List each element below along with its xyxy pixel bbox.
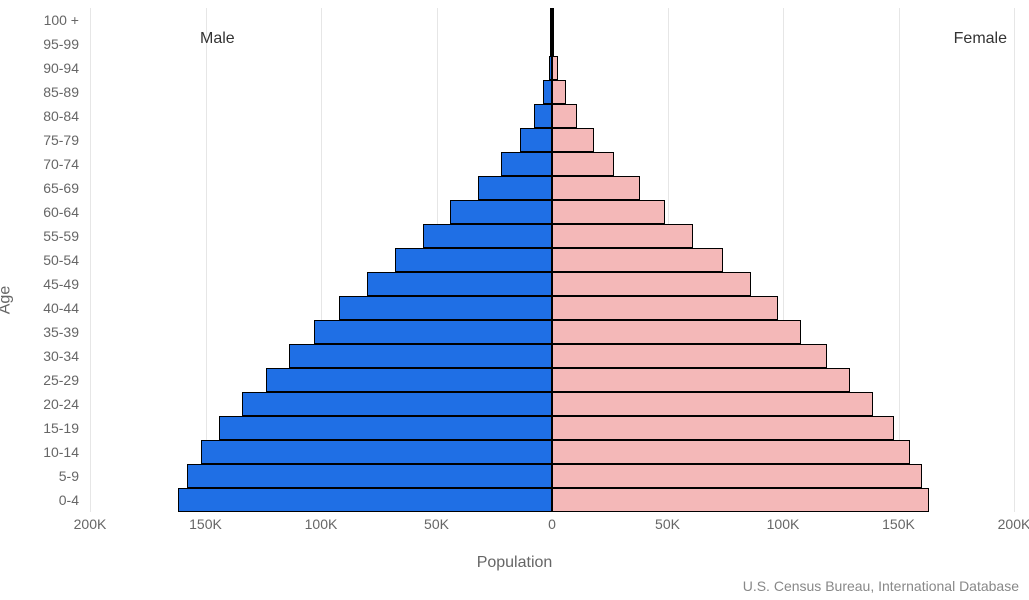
x-tick-label: 150K	[882, 516, 915, 532]
female-bar	[552, 224, 693, 248]
female-bar	[552, 176, 640, 200]
female-bar	[552, 248, 723, 272]
y-tick-label: 25-29	[0, 373, 79, 387]
male-bar	[501, 152, 552, 176]
y-tick-label: 50-54	[0, 253, 79, 267]
y-tick-label: 15-19	[0, 421, 79, 435]
female-bar	[552, 392, 873, 416]
x-tick-label: 200K	[998, 516, 1029, 532]
x-tick-label: 50K	[424, 516, 449, 532]
y-tick-label: 30-34	[0, 349, 79, 363]
y-tick-label: 65-69	[0, 181, 79, 195]
x-tick-label: 50K	[655, 516, 680, 532]
y-tick-label: 90-94	[0, 61, 79, 75]
y-tick-label: 85-89	[0, 85, 79, 99]
female-bar	[552, 440, 910, 464]
y-tick-label: 35-39	[0, 325, 79, 339]
male-bar	[219, 416, 552, 440]
female-bar	[552, 80, 566, 104]
male-bar	[520, 128, 552, 152]
male-bar	[450, 200, 552, 224]
male-bar	[395, 248, 552, 272]
male-bar	[423, 224, 552, 248]
female-bar	[552, 416, 894, 440]
female-bar	[552, 104, 577, 128]
source-citation: U.S. Census Bureau, International Databa…	[743, 578, 1019, 594]
male-bar	[534, 104, 552, 128]
male-bar	[266, 368, 552, 392]
x-tick-label: 100K	[305, 516, 338, 532]
male-bar	[187, 464, 552, 488]
male-bar	[289, 344, 552, 368]
female-bar	[552, 128, 594, 152]
female-bar	[552, 320, 801, 344]
female-bar	[552, 272, 751, 296]
y-axis-tick-labels: 100 + 95-99 90-94 85-89 80-84 75-79 70-74 65-69…	[0, 8, 85, 512]
female-bar	[552, 344, 827, 368]
y-tick-label: 45-49	[0, 277, 79, 291]
y-tick-label: 100 +	[0, 13, 79, 27]
y-tick-label: 10-14	[0, 445, 79, 459]
y-tick-label: 55-59	[0, 229, 79, 243]
x-axis-title: Population	[477, 554, 553, 572]
x-tick-label: 100K	[767, 516, 800, 532]
female-bar	[552, 488, 929, 512]
plot-area	[90, 8, 1014, 512]
male-bar	[478, 176, 552, 200]
male-bar	[242, 392, 552, 416]
female-bar	[552, 296, 778, 320]
female-bar	[552, 464, 922, 488]
male-bar	[201, 440, 552, 464]
center-axis-line	[551, 8, 553, 512]
y-tick-label: 80-84	[0, 109, 79, 123]
x-tick-label: 200K	[74, 516, 107, 532]
female-bar	[552, 152, 614, 176]
male-bar	[339, 296, 552, 320]
y-tick-label: 95-99	[0, 37, 79, 51]
female-bar	[552, 368, 850, 392]
y-tick-label: 20-24	[0, 397, 79, 411]
male-bar	[178, 488, 552, 512]
gridline	[1014, 8, 1015, 512]
female-series-label: Female	[954, 30, 1007, 48]
x-tick-label: 0	[548, 516, 556, 532]
y-tick-label: 60-64	[0, 205, 79, 219]
female-bar	[552, 200, 665, 224]
male-series-label: Male	[200, 30, 235, 48]
y-tick-label: 0-4	[0, 493, 79, 507]
y-tick-label: 40-44	[0, 301, 79, 315]
y-tick-label: 75-79	[0, 133, 79, 147]
male-bar	[367, 272, 552, 296]
y-tick-label: 5-9	[0, 469, 79, 483]
x-tick-label: 150K	[189, 516, 222, 532]
y-tick-label: 70-74	[0, 157, 79, 171]
population-pyramid-chart: Age 100 +95-9990-9485-8980-8475-7970-746…	[0, 0, 1029, 600]
male-bar	[314, 320, 552, 344]
x-axis-tick-labels: 200K150K100K50K050K100K150K200K	[90, 516, 1014, 536]
